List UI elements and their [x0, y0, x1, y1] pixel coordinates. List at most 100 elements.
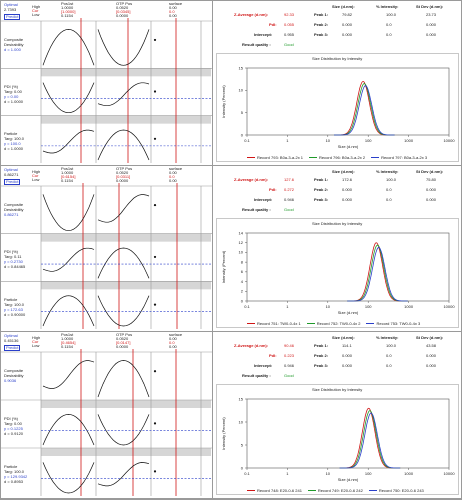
size-distribution-chart: Size Distribution by Intensity 0 5 10 15 0.1 1…: [216, 53, 459, 162]
response-desirability: d = 0.8953: [4, 478, 24, 484]
y-tick-label: 15: [239, 396, 244, 401]
factor-name: OTP Pos: [116, 332, 133, 337]
peak-table-header: Size (d.nm):: [332, 169, 355, 174]
factor-current: 0.0: [169, 9, 175, 14]
x-tick-label: 1000: [404, 471, 414, 476]
predict-button[interactable]: Predict: [4, 345, 21, 351]
z-average-label: Z-Average (d.nm):: [234, 12, 269, 17]
x-tick-label: 10000: [443, 304, 455, 309]
peak-label: Peak 1:: [314, 343, 329, 348]
plot-frame: [246, 232, 450, 302]
y-tick-label: 0: [241, 465, 244, 470]
predict-button[interactable]: Predict: [4, 14, 21, 20]
factor-current: 0.0: [169, 174, 175, 179]
predict-button[interactable]: Predict: [4, 179, 21, 185]
response-curve: [42, 29, 95, 66]
factor-low: 0.1154: [61, 13, 73, 18]
pdi-label: PdI:: [269, 22, 277, 27]
factor-name: surface: [169, 166, 183, 171]
legend-swatch: [247, 490, 255, 491]
response-desirability: d = 1.0000: [4, 146, 24, 152]
legend-item: Record 797: B0a-3-a-2x 3: [371, 155, 427, 160]
response-desirability: d = 1.0000: [4, 98, 24, 104]
response-curve: [97, 194, 150, 223]
peak-table-header: % Intensity:: [376, 4, 399, 9]
peak-size: 0.000: [342, 363, 353, 368]
response-value: y = 100.0: [4, 141, 21, 147]
series-line: [339, 410, 401, 469]
peak-label: Peak 2:: [314, 353, 329, 358]
factor-high: 0.00: [169, 170, 177, 175]
series-line: [334, 83, 395, 136]
x-tick-label: 1: [286, 471, 289, 476]
factor-current: [0.0345]: [116, 9, 131, 14]
factor-low: 0.1154: [61, 178, 73, 183]
result-row: Optimal 0.86271 High Cur Low Predict Pos1st 1.0…: [1, 166, 461, 332]
response-name: Particle: [4, 131, 18, 137]
response-point: [153, 90, 157, 93]
response-curve: [97, 360, 150, 398]
response-desirability: d = 0.90000: [4, 312, 26, 318]
peak-size: 114.1: [342, 343, 352, 348]
response-name: Particle: [4, 463, 18, 469]
response-desirability: d = 0.9120: [4, 430, 24, 436]
y-tick-label: 5: [241, 442, 244, 447]
high-label: High: [32, 335, 41, 340]
dls-result-panel: Z-Average (d.nm): 127.6 PdI: 0.272 Intercept…: [214, 166, 461, 331]
legend-item: Record 750: E20-0-6 243: [368, 488, 424, 493]
peak-intensity: 100.0: [386, 343, 397, 348]
response-curve: [97, 414, 150, 446]
peak-stdev: 0.000: [426, 353, 437, 358]
result-quality-value: Good: [284, 42, 294, 47]
result-quality-label: Result quality :: [242, 373, 271, 378]
dls-result-panel: Z-Average (d.nm): 90.46 PdI: 0.223 Intercept…: [214, 332, 461, 498]
series-line: [339, 412, 401, 469]
legend-swatch: [247, 157, 255, 158]
response-sub: Targ: 100.0: [4, 468, 25, 474]
x-tick-label: 100: [365, 471, 372, 476]
response-desirability: d = 0.84465: [4, 264, 26, 270]
legend-item: Record 751: TW0-0-4x 1: [247, 321, 301, 326]
x-tick-label: 1000: [404, 304, 414, 309]
response-value: y = 0.00: [4, 93, 19, 99]
response-point: [153, 137, 157, 140]
peak-label: Peak 3:: [314, 32, 329, 37]
series-line: [339, 407, 401, 469]
d-value: 0.86271: [4, 172, 19, 177]
response-name: PDI (%): [4, 83, 18, 89]
result-quality-label: Result quality :: [242, 42, 271, 47]
x-tick-label: 10000: [443, 138, 455, 143]
response-curve: [42, 129, 95, 154]
response-curve: [42, 414, 95, 446]
peak-label: Peak 2:: [314, 187, 329, 192]
x-axis-label: Size (d.nm): [338, 144, 359, 149]
y-tick-label: 0: [241, 132, 244, 137]
y-tick-label: 0: [241, 298, 244, 303]
x-tick-label: 0.1: [244, 471, 250, 476]
response-curve: [42, 295, 95, 327]
peak-size: 0.000: [342, 22, 353, 27]
pdi-value: 0.055: [284, 22, 295, 27]
peak-stdev: 0.000: [426, 22, 437, 27]
result-row: Optimal 2.7393 High Cur Low Predict Pos1st 1.00…: [1, 1, 461, 166]
size-distribution-chart: Size Distribution by Intensity 0 2 4 6 8 10 12 1…: [216, 218, 459, 328]
cur-label: Cur: [32, 173, 39, 178]
y-tick-label: 12: [239, 240, 244, 245]
peak-stdev: 0.000: [426, 363, 437, 368]
response-curve: [42, 247, 95, 272]
peak-table-header: St Dev (d.nm):: [416, 4, 444, 9]
intercept-label: Intercept:: [254, 363, 273, 368]
y-tick-label: 5: [241, 110, 244, 115]
factor-high: 1.0000: [61, 170, 74, 175]
peak-table-header: Size (d.nm):: [332, 4, 355, 9]
peak-stdev: 43.58: [426, 343, 437, 348]
y-tick-label: 10: [239, 250, 244, 255]
peak-table-header: % Intensity:: [376, 169, 399, 174]
response-value: 0.86271: [4, 211, 19, 217]
factor-low: 0.1154: [61, 344, 73, 349]
series-line: [334, 81, 395, 136]
legend-swatch: [368, 490, 377, 491]
response-point: [153, 203, 157, 207]
x-axis-label: Size (d.nm): [338, 310, 359, 315]
result-quality-label: Result quality :: [242, 207, 271, 212]
